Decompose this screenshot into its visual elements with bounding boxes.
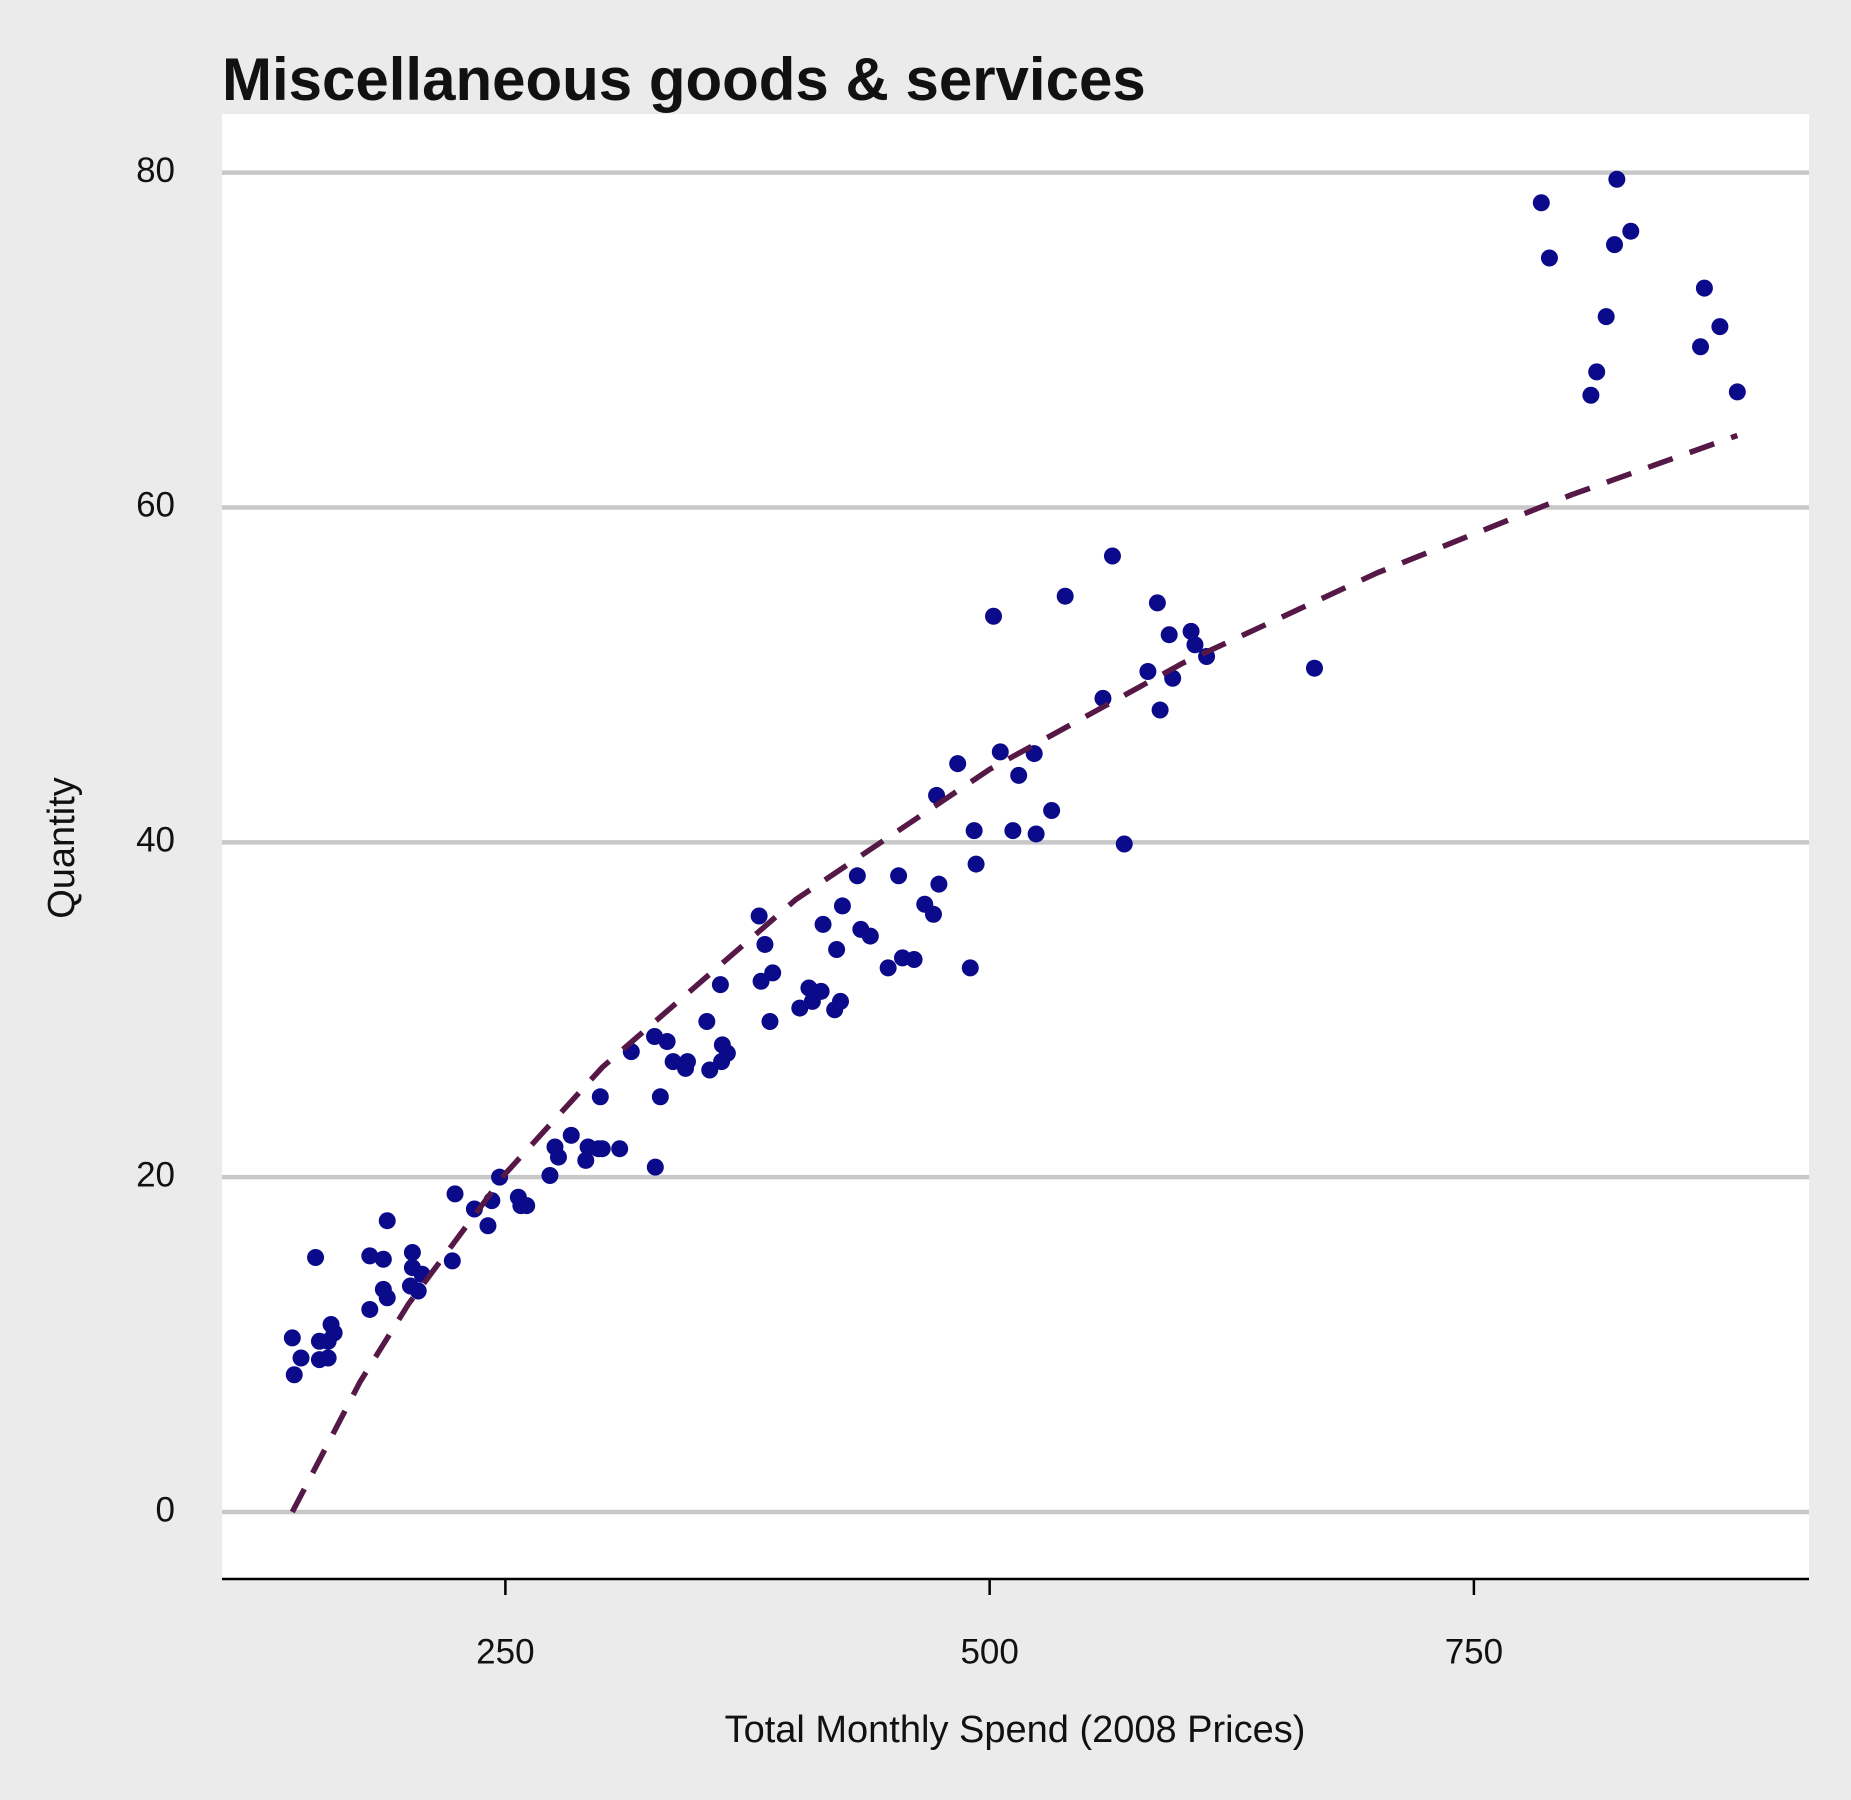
- point: [1027, 825, 1045, 843]
- point: [658, 1033, 676, 1051]
- point: [325, 1324, 343, 1342]
- point: [651, 1088, 669, 1106]
- point: [319, 1349, 337, 1367]
- y-tick-label: 60: [136, 486, 175, 525]
- point: [905, 951, 923, 969]
- point: [967, 855, 985, 873]
- plot-panel: [222, 114, 1809, 1579]
- point: [1692, 338, 1710, 356]
- x-tick-label: 750: [1445, 1632, 1503, 1671]
- point: [479, 1217, 497, 1235]
- point: [1608, 170, 1626, 188]
- point: [1728, 383, 1746, 401]
- point: [764, 964, 782, 982]
- point: [378, 1289, 396, 1307]
- point: [791, 999, 809, 1017]
- point: [409, 1282, 427, 1300]
- x-tick-label: 250: [476, 1632, 534, 1671]
- point: [283, 1329, 301, 1347]
- point: [611, 1140, 629, 1158]
- point: [1606, 236, 1624, 254]
- point: [1695, 279, 1713, 297]
- point: [761, 1012, 779, 1030]
- point: [1622, 222, 1640, 240]
- point: [292, 1349, 310, 1367]
- point: [711, 976, 729, 994]
- point: [1540, 249, 1558, 267]
- point: [1711, 318, 1729, 336]
- point: [698, 1012, 716, 1030]
- point: [1151, 701, 1169, 719]
- point: [756, 935, 774, 953]
- y-tick-label: 20: [136, 1155, 175, 1194]
- point: [961, 959, 979, 977]
- x-tick-label: 500: [960, 1632, 1018, 1671]
- point: [307, 1249, 325, 1267]
- point: [861, 927, 879, 945]
- point: [593, 1140, 611, 1158]
- point: [577, 1151, 595, 1169]
- point: [664, 1053, 682, 1071]
- point: [718, 1044, 736, 1062]
- point: [1186, 636, 1204, 654]
- point: [848, 867, 866, 885]
- point: [1305, 659, 1323, 677]
- point: [1597, 308, 1615, 326]
- point: [1103, 547, 1121, 565]
- point: [1004, 822, 1022, 840]
- point: [701, 1061, 719, 1079]
- point: [1115, 835, 1133, 853]
- point: [949, 755, 967, 773]
- y-tick-label: 80: [136, 151, 175, 190]
- point: [828, 940, 846, 958]
- point: [1160, 626, 1178, 644]
- point: [374, 1250, 392, 1268]
- point: [285, 1366, 303, 1384]
- point: [833, 897, 851, 915]
- point: [812, 982, 830, 1000]
- y-axis-label: Quantity: [41, 777, 83, 919]
- point: [924, 905, 942, 923]
- point: [985, 607, 1003, 625]
- x-axis-label: Total Monthly Spend (2008 Prices): [725, 1709, 1306, 1751]
- trend-line: [289, 432, 1739, 1514]
- point: [1582, 386, 1600, 404]
- point: [1056, 587, 1074, 605]
- y-tick-label: 40: [136, 821, 175, 860]
- point: [1148, 594, 1166, 612]
- point: [378, 1212, 396, 1230]
- point: [361, 1247, 379, 1265]
- point: [930, 875, 948, 893]
- point: [1532, 194, 1550, 212]
- point: [965, 822, 983, 840]
- point: [750, 907, 768, 925]
- point: [541, 1166, 559, 1184]
- point: [890, 867, 908, 885]
- point: [518, 1197, 536, 1215]
- point: [879, 959, 897, 977]
- point: [831, 992, 849, 1010]
- point: [549, 1148, 567, 1166]
- y-tick-label: 0: [156, 1490, 175, 1529]
- point: [1182, 622, 1200, 640]
- point: [1043, 802, 1061, 820]
- point: [678, 1053, 696, 1071]
- chart-title: Miscellaneous goods & services: [222, 46, 1146, 113]
- point: [446, 1185, 464, 1203]
- point: [814, 915, 832, 933]
- point: [646, 1158, 664, 1176]
- point: [443, 1252, 461, 1270]
- point: [403, 1244, 421, 1262]
- point: [1139, 663, 1157, 681]
- point: [361, 1300, 379, 1318]
- point: [991, 743, 1009, 761]
- point: [1010, 766, 1028, 784]
- point: [591, 1088, 609, 1106]
- point: [562, 1126, 580, 1144]
- point: [1588, 363, 1606, 381]
